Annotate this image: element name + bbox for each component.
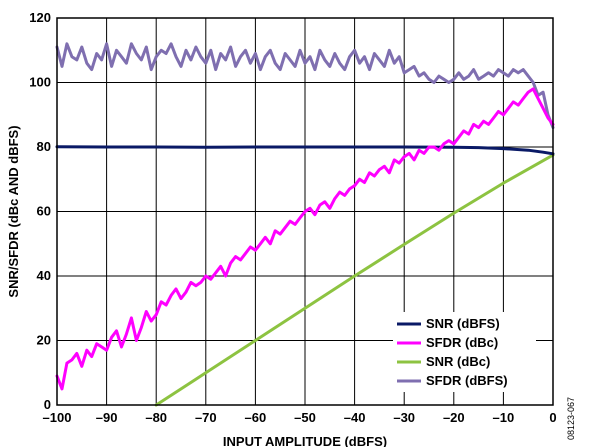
series-line-snr-dbc (154, 153, 555, 407)
legend-label: SNR (dBFS) (426, 316, 500, 331)
x-tick-label: –90 (96, 410, 118, 425)
x-tick-label: –100 (43, 410, 72, 425)
x-tick-label: –40 (344, 410, 366, 425)
x-tick-label: 0 (549, 410, 556, 425)
figure-id: 08123-067 (566, 397, 576, 440)
y-tick-label: 120 (29, 10, 51, 25)
y-axis-label: SNR/SFDR (dBc AND dBFS) (6, 125, 21, 297)
y-tick-label: 0 (44, 397, 51, 412)
y-tick-label: 20 (37, 333, 51, 348)
series-line-sfdr-dbc (55, 87, 555, 391)
x-tick-label: –20 (443, 410, 465, 425)
y-tick-label: 80 (37, 139, 51, 154)
x-tick-label: –10 (493, 410, 515, 425)
x-tick-label: –60 (245, 410, 267, 425)
series-layer (55, 42, 555, 407)
x-tick-label: –50 (294, 410, 316, 425)
x-tick-label: –70 (195, 410, 217, 425)
series-line-sfdr-dbfs (55, 42, 555, 130)
y-tick-label: 100 (29, 75, 51, 90)
series-line-snr-dbfs (55, 145, 555, 156)
legend-label: SFDR (dBFS) (426, 373, 508, 388)
x-tick-label: –80 (145, 410, 167, 425)
x-axis-label: INPUT AMPLITUDE (dBFS) (223, 434, 387, 447)
legend-label: SFDR (dBc) (426, 335, 498, 350)
y-tick-label: 40 (37, 268, 51, 283)
y-tick-labels: 0 20 40 60 80 100 120 (29, 10, 51, 412)
legend: SNR (dBFS) SFDR (dBc) SNR (dBc) SFDR (dBFS) (393, 312, 536, 392)
x-tick-labels: –100 –90 –80 –70 –60 –50 –40 –30 –20 –10 0 (43, 410, 557, 425)
plot-frame (56, 17, 554, 406)
legend-label: SNR (dBc) (426, 354, 490, 369)
y-tick-label: 60 (37, 204, 51, 219)
x-tick-label: –30 (393, 410, 415, 425)
